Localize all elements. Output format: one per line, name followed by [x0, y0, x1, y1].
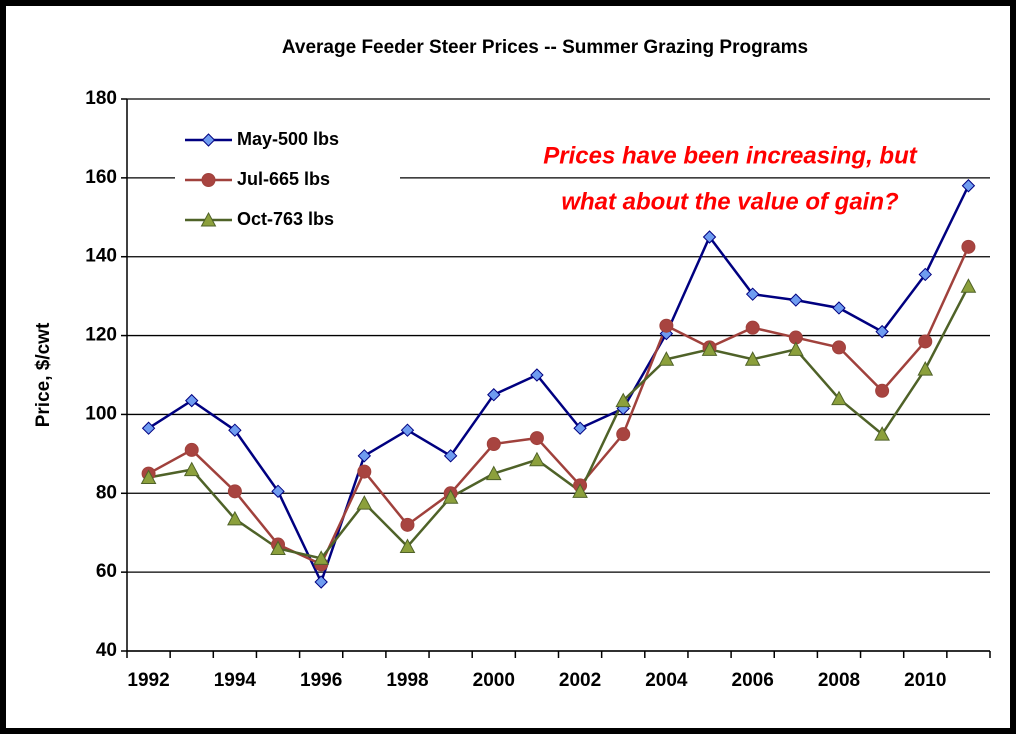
data-point: [529, 451, 545, 467]
data-point: [357, 449, 372, 463]
x-tick-label: 2004: [645, 670, 688, 691]
data-point: [183, 461, 200, 477]
data-point: [616, 427, 631, 442]
data-point: [658, 351, 675, 366]
legend-label: Oct-763 lbs: [237, 209, 334, 229]
y-tick-label: 80: [96, 482, 117, 503]
series-line: [147, 185, 970, 586]
data-point: [487, 388, 501, 402]
data-point: [572, 483, 588, 498]
data-point: [485, 465, 502, 481]
data-point: [140, 469, 157, 485]
series-line: [147, 246, 970, 566]
x-tick-label: 1992: [127, 670, 169, 691]
data-point: [400, 517, 415, 532]
x-tick-label: 1998: [386, 670, 428, 691]
data-point: [787, 341, 804, 356]
data-point: [227, 510, 243, 526]
data-point: [442, 489, 459, 504]
data-point: [529, 431, 544, 446]
x-tick-label: 2000: [473, 670, 515, 691]
data-point: [399, 538, 416, 554]
x-tick-label: 2002: [559, 670, 601, 691]
data-point: [141, 421, 156, 435]
data-point: [227, 484, 242, 499]
y-tick-label: 60: [96, 561, 117, 582]
data-point: [228, 423, 242, 437]
y-tick-label: 120: [85, 325, 117, 346]
data-point: [831, 390, 847, 406]
data-point: [918, 334, 933, 349]
data-point: [314, 575, 328, 589]
y-axis-label: Price, $/cwt: [33, 322, 54, 427]
x-tick-label: 2006: [732, 670, 774, 691]
data-point: [486, 437, 501, 451]
data-point: [961, 239, 976, 254]
legend-label: Jul-665 lbs: [237, 169, 330, 189]
data-point: [745, 320, 760, 335]
data-point: [918, 267, 932, 282]
data-point: [356, 495, 373, 510]
data-point: [961, 179, 976, 193]
data-point: [443, 449, 458, 463]
data-point: [831, 340, 846, 355]
data-point: [745, 287, 760, 301]
data-point: [702, 230, 717, 244]
data-point: [313, 550, 330, 565]
series-line: [148, 285, 970, 560]
y-tick-label: 40: [96, 640, 117, 661]
data-point: [789, 293, 803, 307]
data-point: [960, 278, 977, 293]
chart-title: Average Feeder Steer Prices -- Summer Gr…: [282, 37, 808, 58]
x-tick-label: 2010: [904, 670, 946, 691]
y-tick-label: 160: [85, 167, 117, 188]
y-tick-label: 140: [85, 246, 117, 267]
data-point: [659, 318, 674, 333]
data-point: [270, 540, 286, 555]
y-tick-label: 100: [85, 403, 117, 424]
annotation: Prices have been increasing, but: [543, 142, 917, 169]
legend-marker: [201, 133, 216, 147]
legend-marker: [200, 211, 217, 227]
data-point: [185, 393, 199, 408]
data-point: [875, 383, 890, 398]
annotation: what about the value of gain?: [561, 188, 899, 215]
data-point: [832, 301, 846, 315]
data-point: [615, 392, 632, 408]
x-tick-label: 1994: [214, 670, 257, 691]
data-point: [530, 368, 544, 382]
data-point: [271, 484, 285, 499]
data-point: [874, 426, 890, 441]
y-tick-label: 180: [85, 88, 117, 109]
data-point: [917, 361, 934, 376]
data-point: [357, 464, 372, 479]
x-tick-label: 2008: [818, 670, 860, 691]
data-point: [184, 442, 199, 457]
legend-marker: [201, 173, 216, 187]
data-point: [744, 351, 761, 366]
data-point: [400, 423, 415, 437]
data-point: [875, 324, 889, 339]
legend-label: May-500 lbs: [237, 129, 339, 149]
data-point: [701, 341, 718, 356]
data-point: [573, 421, 587, 435]
x-tick-label: 1996: [300, 670, 342, 691]
